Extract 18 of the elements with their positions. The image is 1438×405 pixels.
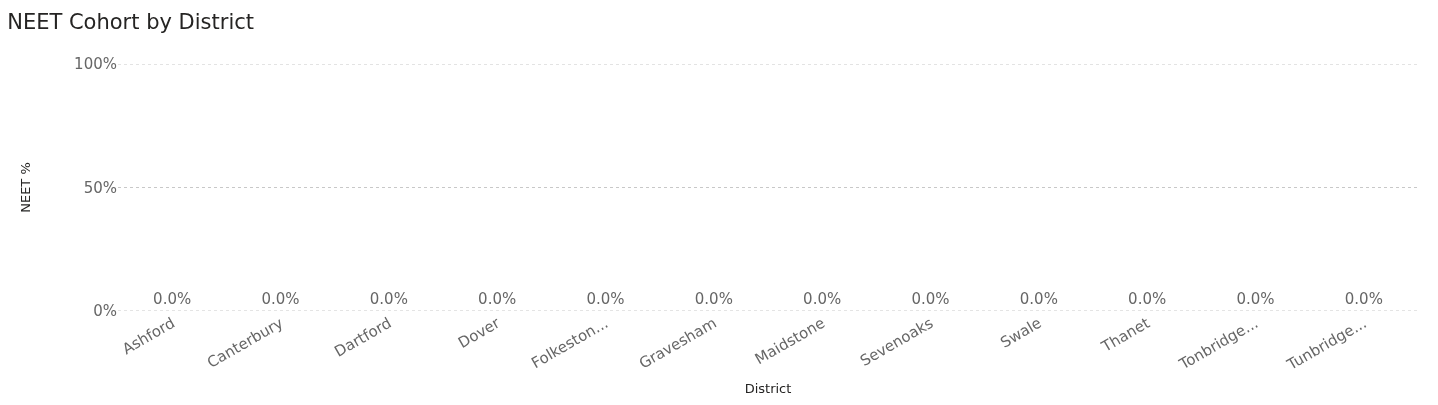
data-label: 0.0% (261, 290, 300, 308)
x-axis-title: District (744, 380, 792, 396)
data-label: 0.0% (911, 290, 950, 308)
y-tick-label: 100% (74, 55, 117, 74)
y-tick-label: 50% (83, 178, 117, 197)
data-label: 0.0% (1344, 290, 1383, 308)
data-label: 0.0% (803, 290, 842, 308)
data-label: 0.0% (1236, 290, 1275, 308)
data-label: 0.0% (586, 290, 625, 308)
data-label: 0.0% (1128, 290, 1167, 308)
y-tick-label: 0% (93, 302, 117, 321)
data-label: 0.0% (153, 290, 192, 308)
data-label: 0.0% (478, 290, 517, 308)
chart-title: NEET Cohort by District (7, 9, 255, 34)
y-axis-title: NEET % (18, 162, 34, 213)
data-label: 0.0% (694, 290, 733, 308)
data-label: 0.0% (1019, 290, 1058, 308)
data-label: 0.0% (369, 290, 408, 308)
